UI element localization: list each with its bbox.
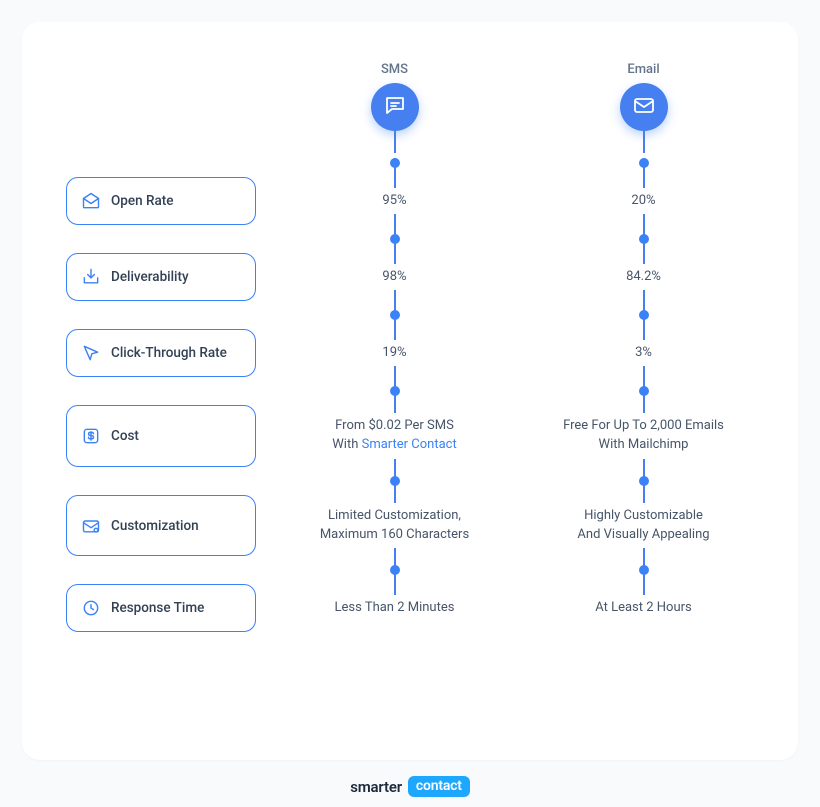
timeline-dot [639,565,649,575]
metric-label: Deliverability [111,269,189,285]
sms-icon-circle [371,83,419,131]
timeline-dot [390,310,400,320]
email-icon-circle [620,83,668,131]
metric-label: Open Rate [111,193,174,209]
timeline-dot [639,476,649,486]
chat-icon [383,93,407,121]
envelope-open-icon [81,191,101,211]
brand-word-b: contact [408,776,470,797]
email-value-ctr: 3% [533,315,754,391]
envelope-icon [632,93,656,121]
timeline-dot [639,310,649,320]
value-text: At Least 2 Hours [587,595,700,622]
metric-label: Click-Through Rate [111,345,227,361]
sms-value-response-time: Less Than 2 Minutes [284,570,505,646]
column-header-sms: SMS [284,62,505,163]
metric-deliverability: Deliverability [66,253,256,301]
metric-cost: Cost [66,405,256,467]
value-text: From $0.02 Per SMSWith Smarter Contact [324,413,464,459]
value-text: 98% [374,264,414,291]
column-header-email: Email [533,62,754,163]
comparison-grid: SMS Email Open Rate95%20%Deliverabili [66,62,754,646]
smarter-contact-link[interactable]: Smarter Contact [362,437,457,452]
value-text: Less Than 2 Minutes [327,595,463,622]
metric-label: Cost [111,428,139,444]
email-value-cost: Free For Up To 2,000 EmailsWith Mailchim… [533,391,754,481]
email-value-response-time: At Least 2 Hours [533,570,754,646]
value-text: 84.2% [618,264,669,291]
email-value-open-rate: 20% [533,163,754,239]
timeline-dot [390,386,400,396]
metric-ctr: Click-Through Rate [66,329,256,377]
inbox-down-icon [81,267,101,287]
timeline-dot [390,234,400,244]
value-text: 19% [374,340,414,367]
sms-value-ctr: 19% [284,315,505,391]
value-text: 95% [374,188,414,215]
timeline-dot [639,386,649,396]
sms-value-customization: Limited Customization,Maximum 160 Charac… [284,481,505,571]
timeline-dot [639,158,649,168]
clock-icon [81,598,101,618]
metric-response-time: Response Time [66,584,256,632]
value-text: Highly CustomizableAnd Visually Appealin… [569,503,717,549]
metric-label: Response Time [111,600,204,616]
timeline-dot [390,565,400,575]
dollar-icon [81,426,101,446]
sms-value-open-rate: 95% [284,163,505,239]
value-text: 3% [627,340,660,367]
value-text: Free For Up To 2,000 EmailsWith Mailchim… [555,413,732,459]
value-text: 20% [623,188,663,215]
metric-customization: Customization [66,495,256,557]
brand-word-a: smarter [350,778,402,796]
metric-label: Customization [111,518,199,534]
timeline-dot [390,158,400,168]
value-text: Limited Customization,Maximum 160 Charac… [312,503,477,549]
comparison-card: SMS Email Open Rate95%20%Deliverabili [22,22,798,760]
column-label-email: Email [533,62,754,77]
timeline-dot [639,234,649,244]
brand-footer: smarter contact [350,776,470,797]
cursor-icon [81,343,101,363]
email-value-deliverability: 84.2% [533,239,754,315]
sms-value-cost: From $0.02 Per SMSWith Smarter Contact [284,391,505,481]
column-label-sms: SMS [284,62,505,77]
metric-open-rate: Open Rate [66,177,256,225]
sms-value-deliverability: 98% [284,239,505,315]
envelope-gear-icon [81,516,101,536]
timeline-dot [390,476,400,486]
email-value-customization: Highly CustomizableAnd Visually Appealin… [533,481,754,571]
